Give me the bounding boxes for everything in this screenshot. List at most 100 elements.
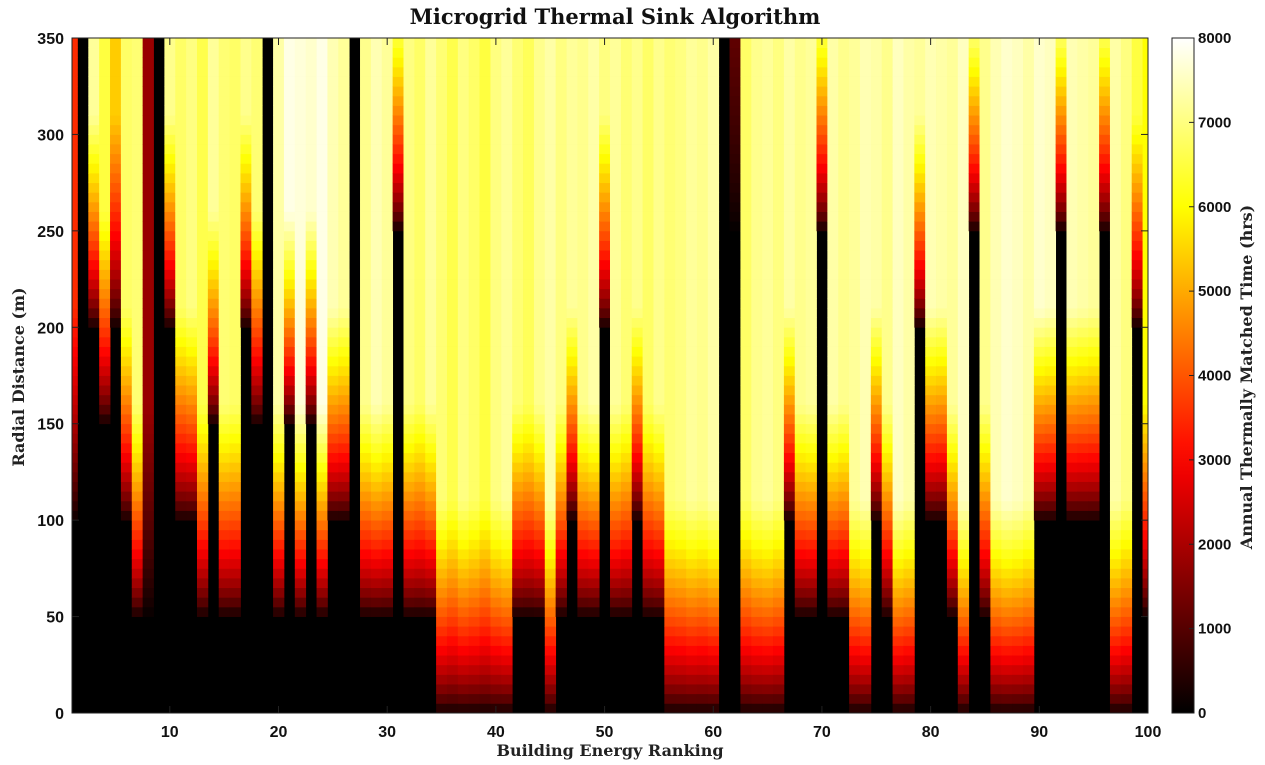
heatmap-cell (827, 510, 839, 521)
heatmap-cell (544, 443, 557, 454)
heatmap-cell (370, 443, 383, 454)
heatmap-cell (686, 491, 698, 502)
heatmap-cell (490, 539, 502, 550)
heatmap-cell (577, 375, 589, 386)
heatmap-cell (381, 298, 394, 309)
heatmap-cell (436, 365, 448, 376)
heatmap-cell (1044, 327, 1057, 338)
heatmap-cell (903, 491, 915, 502)
heatmap-cell (414, 414, 426, 425)
heatmap-cell (1001, 423, 1013, 434)
heatmap-cell (914, 230, 926, 241)
heatmap-cell (1055, 124, 1067, 135)
heatmap-cell (751, 327, 763, 338)
heatmap-cell (512, 298, 524, 309)
heatmap-cell (457, 626, 470, 637)
heatmap-cell (436, 240, 448, 251)
heatmap-cell (696, 481, 709, 492)
heatmap-cell (805, 57, 817, 68)
heatmap-cell (305, 288, 317, 299)
heatmap-cell (1023, 500, 1035, 511)
heatmap-cell (827, 491, 839, 502)
heatmap-cell (620, 385, 633, 396)
heatmap-cell (794, 201, 807, 212)
heatmap-cell (1044, 95, 1057, 106)
heatmap-cell (196, 336, 209, 347)
heatmap-cell (946, 95, 959, 106)
heatmap-cell (468, 95, 480, 106)
heatmap-cell (490, 491, 502, 502)
heatmap-cell (990, 414, 1002, 425)
heatmap-cell (664, 250, 676, 261)
heatmap-cell (229, 221, 241, 232)
heatmap-cell (849, 221, 861, 232)
heatmap-cell (305, 279, 317, 290)
heatmap-cell (338, 471, 350, 482)
heatmap-cell (610, 385, 622, 396)
heatmap-cell (316, 481, 328, 492)
heatmap-cell (610, 491, 622, 502)
heatmap-cell (381, 173, 394, 184)
heatmap-cell (436, 192, 448, 203)
heatmap-cell (196, 365, 209, 376)
heatmap-cell (283, 173, 296, 184)
heatmap-cell (1023, 336, 1035, 347)
heatmap-cell (240, 47, 252, 58)
heatmap-cell (642, 597, 654, 608)
heatmap-cell (360, 86, 372, 97)
heatmap-cell (859, 452, 872, 463)
heatmap-cell (892, 394, 904, 405)
heatmap-cell (207, 38, 220, 49)
heatmap-cell (740, 578, 752, 589)
heatmap-cell (544, 510, 557, 521)
heatmap-cell (316, 597, 328, 608)
heatmap-cell (827, 471, 839, 482)
heatmap-cell (762, 365, 774, 376)
heatmap-cell (457, 105, 470, 116)
heatmap-cell (827, 587, 839, 598)
heatmap-cell (294, 269, 307, 280)
heatmap-cell (827, 259, 839, 270)
heatmap-cell (1012, 664, 1024, 675)
heatmap-cell (207, 95, 220, 106)
heatmap-cell (501, 606, 513, 617)
heatmap-cell (273, 269, 285, 280)
heatmap-cell (903, 201, 915, 212)
heatmap-cell (327, 221, 339, 232)
heatmap-cell (403, 144, 415, 155)
heatmap-cell (1044, 269, 1057, 280)
heatmap-cell (566, 491, 578, 502)
heatmap-cell (870, 308, 883, 319)
heatmap-cell (120, 269, 133, 280)
heatmap-cell (414, 57, 426, 68)
heatmap-cell (294, 558, 307, 569)
heatmap-cell (620, 230, 633, 241)
heatmap-cell (925, 250, 937, 261)
heatmap-cell (142, 105, 154, 116)
heatmap-cell (251, 346, 263, 357)
heatmap-cell (566, 365, 578, 376)
heatmap-cell (1023, 539, 1035, 550)
heatmap-cell (1033, 356, 1046, 367)
heatmap-cell (196, 327, 209, 338)
heatmap-cell (990, 365, 1002, 376)
heatmap-cell (523, 336, 535, 347)
heatmap-cell (88, 144, 100, 155)
heatmap-cell (72, 105, 78, 116)
heatmap-cell (403, 578, 415, 589)
heatmap-cell (1001, 201, 1013, 212)
heatmap-cell (381, 606, 394, 617)
heatmap-cell (1023, 635, 1035, 646)
heatmap-cell (653, 327, 665, 338)
heatmap-cell (370, 269, 383, 280)
heatmap-cell (88, 124, 100, 135)
heatmap-cell (881, 250, 893, 261)
heatmap-cell (740, 558, 752, 569)
heatmap-cell (740, 664, 752, 675)
heatmap-cell (490, 327, 502, 338)
heatmap-cell (1012, 578, 1024, 589)
heatmap-cell (240, 221, 252, 232)
heatmap-cell (436, 163, 448, 174)
heatmap-cell (620, 259, 633, 270)
heatmap-cell (675, 568, 687, 579)
